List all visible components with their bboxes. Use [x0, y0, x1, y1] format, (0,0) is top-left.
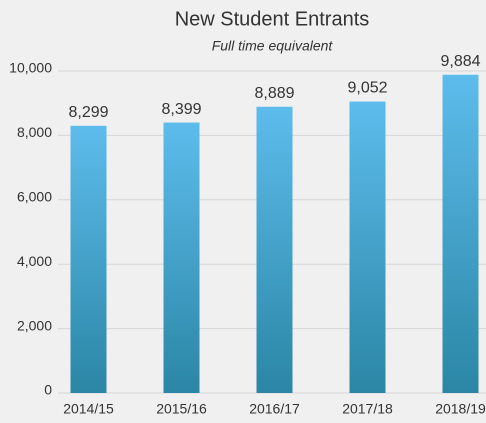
chart-subtitle: Full time equivalent	[212, 38, 334, 54]
bar	[70, 125, 107, 393]
y-tick-label: 8,000	[17, 124, 52, 140]
value-label: 9,884	[440, 53, 480, 70]
x-tick-label: 2015/16	[156, 401, 207, 417]
x-tick-label: 2017/18	[342, 401, 393, 417]
x-tick-label: 2016/17	[249, 401, 300, 417]
value-label: 9,052	[347, 80, 387, 97]
y-tick-label: 2,000	[17, 317, 52, 333]
value-label: 8,889	[254, 85, 294, 102]
bar	[442, 74, 479, 393]
x-tick-label: 2018/19	[435, 401, 486, 417]
value-label: 8,399	[161, 101, 201, 118]
x-tick-label: 2014/15	[63, 401, 114, 417]
y-tick-label: 6,000	[17, 189, 52, 205]
value-label: 8,299	[68, 104, 108, 121]
bar	[163, 122, 200, 394]
y-tick-label: 10,000	[9, 60, 52, 76]
chart-title: New Student Entrants	[175, 8, 370, 30]
y-tick-label: 0	[44, 382, 52, 398]
bar	[256, 106, 293, 393]
bar	[349, 101, 386, 393]
y-tick-label: 4,000	[17, 253, 52, 269]
